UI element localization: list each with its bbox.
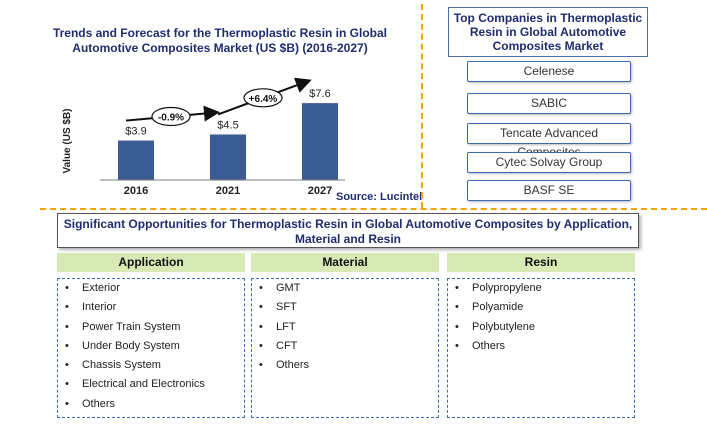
bar-value-label: $3.9 bbox=[125, 126, 146, 138]
application-list: Exterior Interior Power Train System Und… bbox=[57, 278, 245, 418]
companies-title: Top Companies in Thermoplastic Resin in … bbox=[448, 7, 648, 57]
list-item: CFT bbox=[252, 337, 438, 357]
list-item: SFT bbox=[252, 298, 438, 318]
bar-chart: $3.9 $4.5 $7.6 2016 2021 2027 -0.9% +6.4% Val… bbox=[62, 77, 422, 203]
company-item: Tencate Advanced Composites bbox=[467, 123, 631, 159]
company-item: Cytec Solvay Group bbox=[467, 152, 631, 173]
material-header: Material bbox=[251, 253, 439, 272]
bar-value-label: $7.6 bbox=[309, 88, 330, 100]
list-item: Polybutylene bbox=[448, 318, 634, 338]
bar-value-label: $4.5 bbox=[217, 119, 238, 131]
list-item: Under Body System bbox=[58, 337, 244, 357]
chart-title: Trends and Forecast for the Thermoplasti… bbox=[52, 26, 388, 55]
resin-header: Resin bbox=[447, 253, 635, 272]
horizontal-divider bbox=[40, 208, 707, 210]
company-item: SABIC bbox=[467, 93, 631, 114]
x-tick-label: 2021 bbox=[216, 185, 240, 197]
company-item: BASF SE bbox=[467, 180, 631, 201]
opportunities-title: Significant Opportunities for Thermoplas… bbox=[57, 213, 639, 248]
bar-2021 bbox=[210, 134, 246, 180]
x-tick-label: 2027 bbox=[308, 185, 332, 197]
material-list: GMT SFT LFT CFT Others bbox=[251, 278, 439, 418]
list-item: Interior bbox=[58, 298, 244, 318]
bar-2027 bbox=[302, 103, 338, 180]
list-item: Exterior bbox=[58, 279, 244, 299]
list-item: Chassis System bbox=[58, 356, 244, 376]
resin-list: Polypropylene Polyamide Polybutylene Oth… bbox=[447, 278, 635, 418]
list-item: Others bbox=[252, 356, 438, 376]
application-header: Application bbox=[57, 253, 245, 272]
list-item: Electrical and Electronics bbox=[58, 375, 244, 395]
y-axis-label: Value (US $B) bbox=[62, 108, 73, 173]
list-item: Polypropylene bbox=[448, 279, 634, 299]
growth-label: -0.9% bbox=[158, 113, 184, 124]
growth-callout bbox=[151, 106, 191, 127]
growth-callout bbox=[243, 88, 283, 108]
list-item: GMT bbox=[252, 279, 438, 299]
list-item: Others bbox=[448, 337, 634, 357]
x-tick-label: 2016 bbox=[124, 185, 148, 197]
list-item: Others bbox=[58, 395, 244, 415]
bar-2016 bbox=[118, 140, 154, 180]
chart-source: Source: Lucintel bbox=[336, 191, 422, 203]
company-item: Celenese bbox=[467, 61, 631, 82]
list-item: Polyamide bbox=[448, 298, 634, 318]
list-item: Power Train System bbox=[58, 318, 244, 338]
list-item: LFT bbox=[252, 318, 438, 338]
vertical-divider bbox=[421, 4, 423, 208]
growth-label: +6.4% bbox=[249, 94, 278, 105]
